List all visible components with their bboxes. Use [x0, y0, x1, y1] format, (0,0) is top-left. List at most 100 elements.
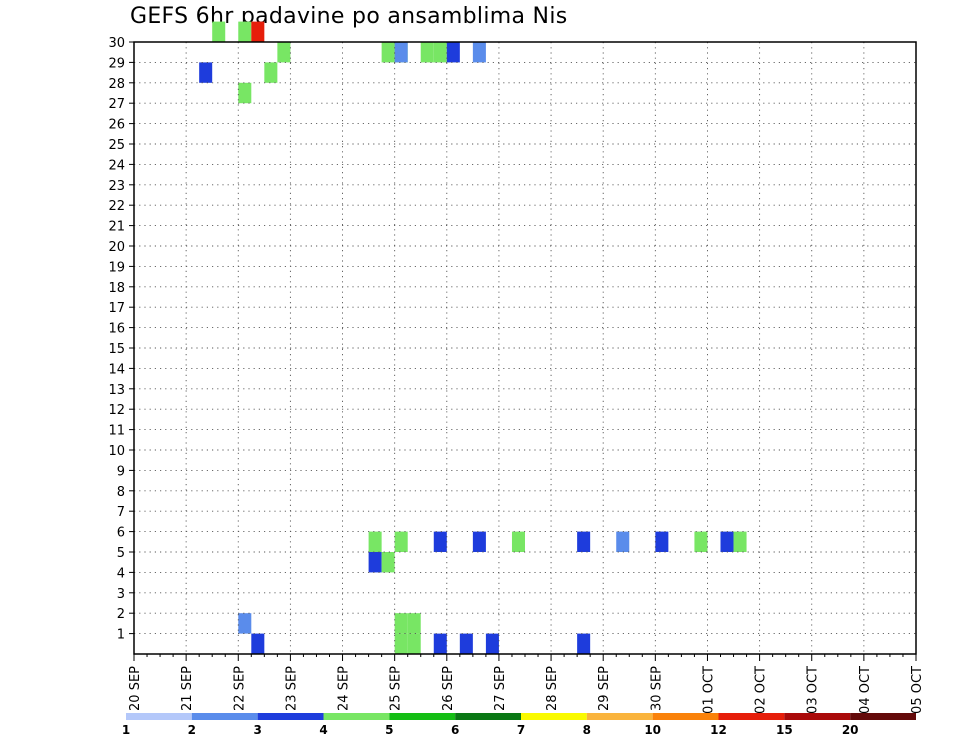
x-tick-label: 27 SEP	[493, 666, 508, 711]
y-tick-label: 20	[108, 240, 125, 255]
colorbar-label: 6	[451, 723, 459, 737]
colorbar-label: 12	[710, 723, 727, 737]
heatmap-cell	[459, 633, 473, 654]
heatmap-cell	[433, 633, 447, 654]
heatmap-cell	[238, 613, 252, 634]
x-tick-label: 03 OCT	[806, 666, 821, 714]
x-tick-label: 29 SEP	[597, 666, 612, 711]
y-tick-label: 3	[117, 587, 125, 602]
heatmap-cell	[381, 42, 395, 63]
heatmap-cell	[368, 531, 382, 552]
colorbar-swatch	[191, 713, 258, 720]
colorbar-swatch	[652, 713, 719, 720]
x-tick-label: 21 SEP	[180, 666, 195, 711]
y-tick-label: 11	[108, 424, 125, 439]
colorbar-label: 4	[319, 723, 327, 737]
x-tick-label: 02 OCT	[754, 666, 769, 714]
heatmap-cell	[251, 21, 265, 42]
heatmap-cell	[433, 42, 447, 63]
colorbar-swatch	[718, 713, 785, 720]
heatmap-cell	[472, 531, 486, 552]
y-tick-label: 29	[108, 56, 125, 71]
colorbar: 1 2 3 4 5 6 7 8 10 12 15 20	[122, 713, 916, 737]
x-tick-label: 30 SEP	[649, 666, 664, 711]
colorbar-label: 7	[517, 723, 525, 737]
y-tick-label: 9	[117, 464, 125, 479]
colorbar-label: 15	[776, 723, 793, 737]
colorbar-label: 1	[122, 723, 130, 737]
x-tick-label: 20 SEP	[128, 666, 143, 711]
y-tick-label: 6	[117, 526, 125, 541]
colorbar-swatch	[521, 713, 587, 720]
heatmap-cell	[394, 613, 408, 634]
heatmap-cell	[733, 531, 747, 552]
colorbar-label: 3	[253, 723, 261, 737]
y-tick-label: 24	[108, 158, 125, 173]
y-axis: 1234567891011121314151617181920212223242…	[108, 36, 134, 643]
heatmap-cell	[277, 42, 291, 63]
y-tick-label: 28	[108, 77, 125, 92]
y-tick-label: 13	[108, 383, 125, 398]
heatmap-cell	[577, 531, 591, 552]
heatmap-cell	[381, 552, 395, 573]
x-tick-label: 22 SEP	[232, 666, 247, 711]
colorbar-label: 2	[188, 723, 196, 737]
y-tick-label: 30	[108, 36, 125, 51]
heatmap-cell	[394, 633, 408, 654]
heatmap-cell	[238, 21, 252, 42]
y-tick-label: 7	[117, 505, 125, 520]
colorbar-label: 5	[385, 723, 393, 737]
grid-lines	[134, 41, 916, 654]
heatmap-cell	[472, 42, 486, 63]
colorbar-label: 8	[583, 723, 591, 737]
y-tick-label: 5	[117, 546, 125, 561]
heatmap-cell	[407, 613, 421, 634]
heatmap-cell	[264, 62, 278, 83]
y-tick-label: 2	[117, 607, 125, 622]
y-tick-label: 23	[108, 179, 125, 194]
heatmap-cell	[433, 531, 447, 552]
x-tick-label: 04 OCT	[858, 666, 873, 714]
y-tick-label: 4	[117, 566, 125, 581]
colorbar-swatch	[850, 713, 916, 720]
heatmap-cells	[199, 21, 747, 654]
x-tick-label: 01 OCT	[701, 666, 716, 714]
heatmap-cell	[577, 633, 591, 654]
colorbar-swatch	[389, 713, 456, 720]
y-tick-label: 27	[108, 97, 125, 112]
chart-title: GEFS 6hr padavine po ansamblima Nis	[130, 4, 568, 29]
heatmap-cell	[485, 633, 499, 654]
heatmap-cell	[368, 552, 382, 573]
heatmap-cell	[694, 531, 708, 552]
y-tick-label: 17	[108, 301, 125, 316]
heatmap-cell	[720, 531, 734, 552]
y-tick-label: 12	[108, 403, 125, 418]
heatmap-cell	[238, 82, 252, 104]
heatmap-cell	[212, 21, 226, 42]
y-tick-label: 19	[108, 260, 125, 275]
y-tick-label: 21	[108, 220, 125, 235]
heatmap-cell	[420, 42, 434, 63]
x-axis: 20 SEP 21 SEP 22 SEP 23 SEP 24 SEP 25 SEP 26 S…	[128, 654, 925, 714]
heatmap-cell	[251, 633, 265, 654]
y-tick-label: 1	[117, 628, 125, 643]
y-tick-label: 18	[108, 281, 125, 296]
x-tick-label: 05 OCT	[910, 666, 925, 714]
colorbar-swatch	[784, 713, 851, 720]
y-tick-label: 15	[108, 342, 125, 357]
colorbar-swatch	[586, 713, 653, 720]
x-tick-label: 28 SEP	[545, 666, 560, 711]
y-tick-label: 14	[108, 362, 125, 377]
y-tick-label: 25	[108, 138, 125, 153]
colorbar-label: 20	[842, 723, 859, 737]
heatmap-cell	[407, 633, 421, 654]
x-tick-label: 23 SEP	[284, 666, 299, 711]
colorbar-swatch	[455, 713, 521, 720]
colorbar-swatch	[323, 713, 390, 720]
heatmap-cell	[394, 531, 408, 552]
y-tick-label: 16	[108, 322, 125, 337]
y-tick-label: 26	[108, 118, 125, 133]
y-tick-label: 10	[108, 444, 125, 459]
heatmap-cell	[446, 42, 460, 63]
y-tick-label: 22	[108, 199, 125, 214]
